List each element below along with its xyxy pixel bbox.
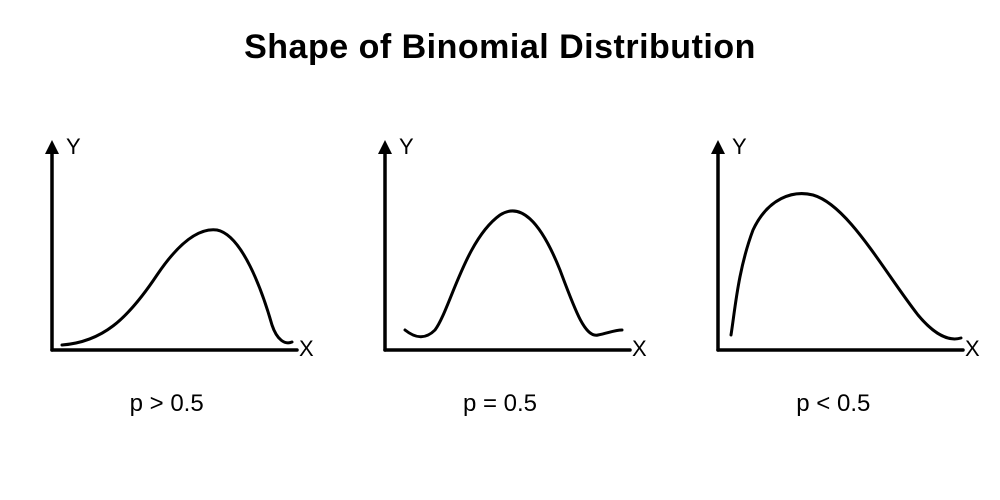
x-axis-label: X [965,336,980,361]
y-axis-label: Y [399,134,414,159]
chart-svg-right: YX [683,120,983,380]
y-axis-arrow-icon [711,140,725,154]
chart-svg-center: YX [350,120,650,380]
y-axis-arrow-icon [378,140,392,154]
page: Shape of Binomial Distribution YXp > 0.5… [0,0,1000,500]
x-axis-label: X [299,336,314,361]
chart-right: YXp < 0.5 [683,120,983,418]
charts-row: YXp > 0.5YXp = 0.5YXp < 0.5 [0,120,1000,418]
y-axis-label: Y [732,134,747,159]
chart-center: YXp = 0.5 [350,120,650,418]
chart-caption: p = 0.5 [463,390,537,418]
y-axis-arrow-icon [45,140,59,154]
y-axis-label: Y [66,134,81,159]
chart-caption: p > 0.5 [130,390,204,418]
chart-caption: p < 0.5 [796,390,870,418]
distribution-curve [731,194,961,339]
distribution-curve [405,211,622,337]
chart-svg-left: YX [17,120,317,380]
distribution-curve [62,230,292,345]
x-axis-label: X [632,336,647,361]
page-title: Shape of Binomial Distribution [0,0,1000,67]
chart-left: YXp > 0.5 [17,120,317,418]
